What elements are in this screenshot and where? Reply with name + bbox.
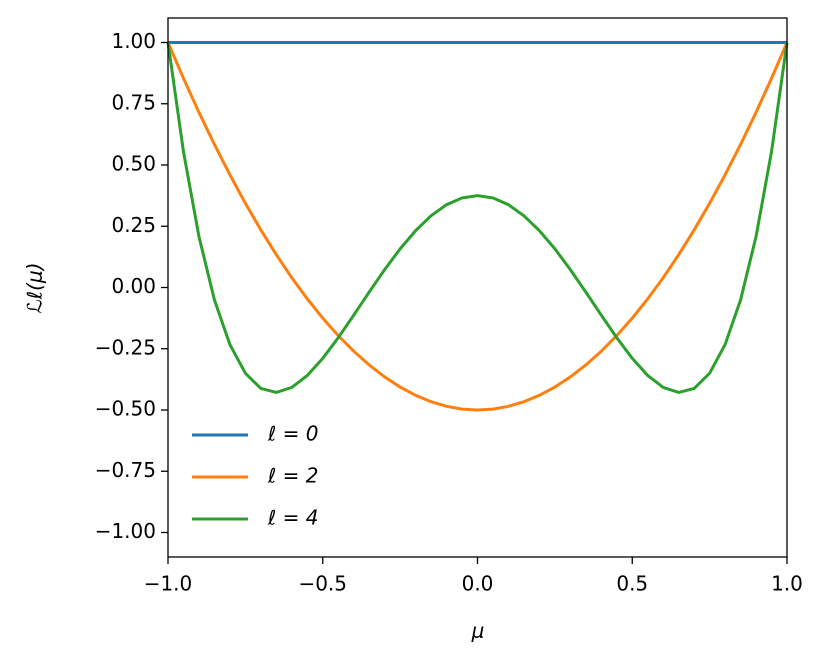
y-tick-label: −0.25 [95, 335, 156, 359]
y-tick-label: 0.75 [111, 90, 156, 114]
legend-label: ℓ = 2 [267, 464, 318, 488]
x-tick-label: 0.5 [616, 572, 648, 596]
legend-label: ℓ = 4 [267, 506, 318, 530]
line-series [166, 41, 789, 412]
x-tick-label: −1.0 [144, 572, 193, 596]
x-axis-label: μ [471, 619, 485, 643]
y-axis-label: ℒℓ(μ) [23, 263, 47, 314]
y-tick-label: 0.50 [111, 152, 156, 176]
y-tick-label: 0.25 [111, 213, 156, 237]
y-tick-label: −0.50 [95, 397, 156, 421]
plot-frame [167, 17, 788, 558]
x-tick-label: 1.0 [771, 572, 803, 596]
x-tick-label: −0.5 [298, 572, 347, 596]
y-tick-label: −0.75 [95, 458, 156, 482]
x-tick-label: 0.0 [462, 572, 494, 596]
legend-label: ℓ = 0 [267, 422, 318, 446]
y-tick-label: 1.00 [111, 29, 156, 53]
y-tick-label: 0.00 [111, 274, 156, 298]
line-series [166, 42, 789, 395]
y-tick-label: −1.00 [95, 519, 156, 543]
